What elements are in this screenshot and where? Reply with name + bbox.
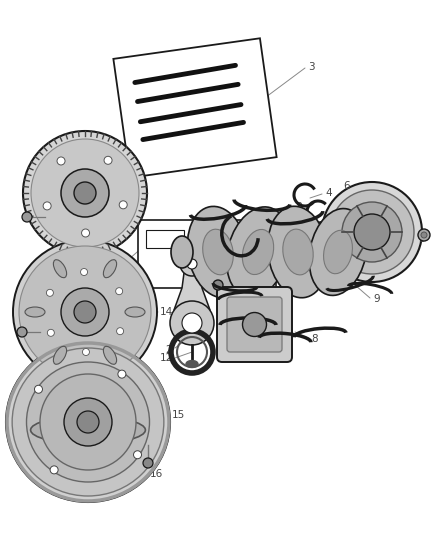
Polygon shape	[113, 38, 277, 177]
Circle shape	[342, 202, 402, 262]
Ellipse shape	[53, 346, 67, 365]
Ellipse shape	[53, 260, 67, 278]
Circle shape	[77, 411, 99, 433]
Ellipse shape	[324, 230, 353, 274]
Ellipse shape	[268, 206, 328, 298]
Ellipse shape	[309, 208, 367, 295]
Circle shape	[82, 349, 89, 356]
Circle shape	[47, 329, 54, 336]
Circle shape	[330, 190, 414, 274]
Text: 6: 6	[343, 181, 350, 191]
Circle shape	[23, 131, 147, 255]
Circle shape	[61, 288, 109, 336]
Text: 11: 11	[195, 273, 208, 283]
Ellipse shape	[186, 360, 198, 367]
FancyBboxPatch shape	[227, 297, 282, 352]
Circle shape	[170, 301, 214, 345]
Text: 4: 4	[325, 188, 332, 198]
FancyBboxPatch shape	[217, 287, 292, 362]
Circle shape	[31, 139, 139, 247]
Circle shape	[64, 398, 112, 446]
Circle shape	[213, 280, 223, 290]
Circle shape	[81, 229, 89, 237]
Ellipse shape	[6, 342, 170, 502]
Circle shape	[17, 327, 27, 337]
Circle shape	[143, 458, 153, 468]
Circle shape	[119, 201, 127, 209]
Text: 10: 10	[215, 222, 228, 232]
FancyBboxPatch shape	[180, 240, 380, 264]
Circle shape	[46, 289, 53, 296]
Ellipse shape	[103, 346, 117, 365]
Circle shape	[57, 157, 65, 165]
Circle shape	[19, 246, 151, 378]
Bar	[138, 220, 276, 288]
Circle shape	[35, 385, 42, 393]
Ellipse shape	[31, 416, 145, 444]
Circle shape	[243, 312, 266, 336]
Ellipse shape	[103, 260, 117, 278]
Circle shape	[22, 212, 32, 222]
Ellipse shape	[283, 229, 313, 275]
Circle shape	[322, 182, 422, 282]
Ellipse shape	[242, 229, 274, 274]
Text: 13: 13	[37, 325, 50, 335]
Text: 13: 13	[44, 194, 57, 204]
Circle shape	[418, 229, 430, 241]
Text: 14: 14	[160, 307, 173, 317]
Circle shape	[421, 232, 427, 238]
Circle shape	[117, 328, 124, 335]
Ellipse shape	[187, 206, 249, 297]
Circle shape	[187, 259, 197, 269]
Text: 16: 16	[150, 469, 163, 479]
Circle shape	[61, 169, 109, 217]
Circle shape	[74, 301, 96, 323]
Text: 15: 15	[172, 410, 185, 420]
Circle shape	[354, 214, 390, 250]
Text: 8: 8	[295, 202, 302, 212]
Ellipse shape	[125, 307, 145, 317]
Ellipse shape	[12, 348, 164, 496]
Circle shape	[180, 252, 204, 276]
Circle shape	[118, 370, 126, 378]
Circle shape	[74, 182, 96, 204]
Circle shape	[13, 240, 157, 384]
Text: 18: 18	[74, 142, 87, 152]
Polygon shape	[174, 258, 210, 320]
Ellipse shape	[25, 307, 45, 317]
Text: 8: 8	[311, 334, 318, 344]
Ellipse shape	[227, 207, 290, 297]
Circle shape	[104, 156, 112, 164]
Ellipse shape	[27, 362, 149, 482]
Circle shape	[40, 374, 136, 470]
Ellipse shape	[171, 236, 193, 268]
Circle shape	[134, 451, 141, 459]
Text: 3: 3	[308, 62, 314, 72]
Bar	[146, 230, 184, 248]
Text: 9: 9	[373, 294, 380, 304]
Text: 7: 7	[378, 253, 385, 263]
Circle shape	[81, 269, 88, 276]
Ellipse shape	[203, 229, 233, 275]
Circle shape	[50, 466, 58, 474]
Bar	[193, 230, 243, 248]
FancyBboxPatch shape	[358, 241, 390, 263]
Text: 17: 17	[258, 310, 271, 320]
Text: 12: 12	[160, 353, 173, 363]
Text: 1: 1	[117, 257, 124, 267]
Circle shape	[116, 288, 123, 295]
Text: 5: 5	[418, 234, 424, 244]
Text: 9: 9	[219, 288, 226, 298]
Text: 2: 2	[166, 345, 172, 355]
Circle shape	[182, 313, 202, 333]
Circle shape	[43, 202, 51, 210]
